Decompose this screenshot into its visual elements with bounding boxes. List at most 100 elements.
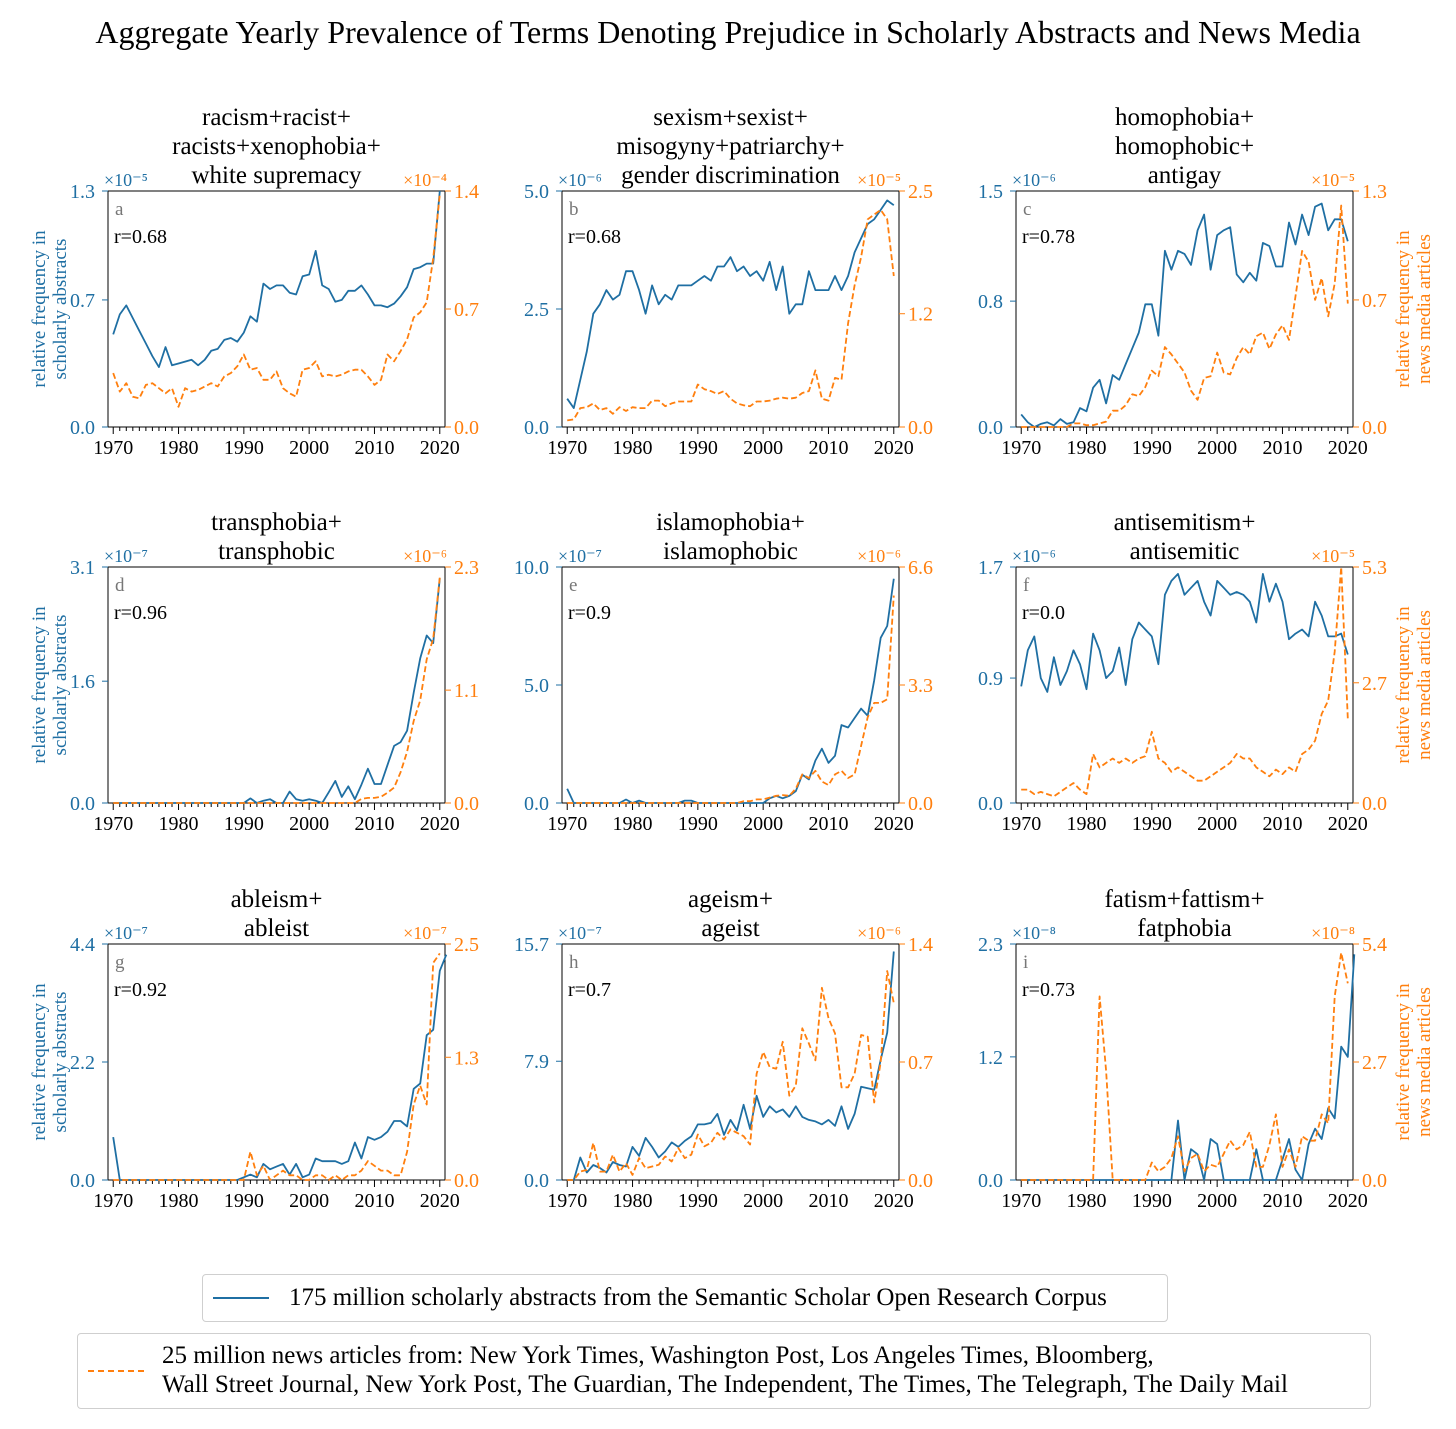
y-right-tick-label: 2.3 [454, 557, 479, 579]
y-left-tick-label: 0.0 [978, 1170, 1003, 1192]
x-tick-label: 1990 [224, 813, 264, 835]
right-exponent-label: ×10⁻⁴ [403, 170, 447, 190]
x-tick-label: 2010 [1262, 437, 1302, 459]
y-right-tick-label: 0.0 [454, 417, 479, 439]
x-tick-label: 1990 [224, 1190, 264, 1212]
panel-e: islamophobia+islamophobic 1970 1980 1990 200… [514, 509, 933, 835]
panel-title-line: antisemitic [1130, 538, 1240, 565]
x-tick-label: 1970 [1001, 437, 1041, 459]
y-right-tick-label: 1.1 [454, 680, 479, 702]
x-tick-label: 1980 [159, 1190, 199, 1212]
right-exponent-label: ×10⁻⁶ [403, 546, 447, 566]
y-right-tick-label: 0.0 [1362, 793, 1387, 815]
x-tick-label: 2000 [743, 1190, 783, 1212]
left-exponent-label: ×10⁻⁷ [104, 923, 148, 943]
panel-title-line: homophobic+ [1115, 133, 1254, 160]
scholarly-series-line [112, 190, 441, 369]
x-tick-label: 1970 [547, 813, 587, 835]
x-tick-label: 1980 [159, 813, 199, 835]
scholarly-series-line [1020, 202, 1349, 428]
panel-title-line: islamophobic [663, 538, 798, 565]
x-tick-label: 1970 [93, 813, 133, 835]
x-tick-label: 2010 [808, 813, 848, 835]
y-left-axis-title-line: scholarly abstracts [50, 615, 71, 756]
y-left-axis-title: relative frequency inscholarly abstracts [29, 983, 71, 1141]
x-tick-label: 1990 [678, 813, 718, 835]
panel-c: homophobia+homophobic+antigay 1970 1980 199… [978, 104, 1435, 459]
y-left-axis-title-line: scholarly abstracts [50, 992, 71, 1133]
news-series-line [567, 595, 895, 804]
y-left-axis-title: relative frequency inscholarly abstracts [29, 230, 71, 388]
x-tick-label: 2020 [874, 437, 914, 459]
legend-news: 25 million news articles from: New York … [77, 1333, 1371, 1409]
legend-news-label-line1: 25 million news articles from: New York … [162, 1342, 1154, 1369]
y-right-tick-label: 0.0 [454, 793, 479, 815]
right-exponent-label: ×10⁻⁸ [1311, 923, 1355, 943]
correlation-label: r=0.68 [114, 226, 167, 248]
x-tick-label: 2000 [1197, 437, 1237, 459]
panel-letter: c [1023, 199, 1031, 220]
x-tick-label: 2020 [1328, 1190, 1368, 1212]
y-left-tick-label: 1.5 [978, 181, 1003, 203]
y-right-tick-label: 0.0 [454, 1170, 479, 1192]
x-tick-label: 1970 [1001, 1190, 1041, 1212]
x-tick-label: 2010 [354, 437, 394, 459]
news-series-line [112, 194, 441, 408]
correlation-label: r=0.0 [1022, 602, 1065, 624]
x-tick-label: 1990 [678, 437, 718, 459]
x-tick-label: 1970 [93, 1190, 133, 1212]
y-right-tick-label: 5.3 [1362, 557, 1387, 579]
panel-title-line: fatphobia [1137, 915, 1231, 942]
left-exponent-label: ×10⁻⁸ [1012, 923, 1056, 943]
panel-a: racism+racist+racists+xenophobia+white s… [29, 104, 479, 459]
correlation-label: r=0.78 [1022, 226, 1075, 248]
scholarly-series-line [566, 199, 895, 410]
legend-scholarly-label: 175 million scholarly abstracts from the… [289, 1284, 1107, 1311]
x-tick-label: 1980 [613, 437, 653, 459]
x-tick-label: 1990 [678, 1190, 718, 1212]
x-tick-label: 2020 [1328, 813, 1368, 835]
x-tick-label: 1980 [1067, 437, 1107, 459]
panel-title-line: gender discrimination [621, 162, 840, 189]
x-tick-label: 2000 [289, 813, 329, 835]
y-left-tick-label: 5.0 [524, 675, 549, 697]
y-right-axis-title-line: relative frequency in [1393, 983, 1414, 1141]
panel-letter: i [1023, 952, 1028, 973]
y-left-axis-title-line: relative frequency in [29, 230, 50, 388]
panel-title-line: white supremacy [191, 162, 362, 189]
y-left-axis-title-line: relative frequency in [29, 983, 50, 1141]
y-right-axis-title-line: relative frequency in [1393, 606, 1414, 764]
left-exponent-label: ×10⁻⁶ [1012, 546, 1056, 566]
x-tick-label: 1980 [613, 1190, 653, 1212]
panel-title-line: racism+racist+ [202, 104, 351, 131]
x-tick-label: 2020 [420, 813, 460, 835]
y-right-tick-label: 2.7 [1362, 673, 1387, 695]
panel-title-line: transphobic [218, 538, 335, 565]
y-right-tick-label: 0.7 [908, 1052, 933, 1074]
y-right-axis-title: relative frequency innews media articles [1393, 230, 1435, 388]
x-tick-label: 2010 [1262, 813, 1302, 835]
panel-d: transphobia+transphobic 1970 1980 1990 2000 2… [29, 509, 479, 835]
y-right-axis-title-line: relative frequency in [1393, 230, 1414, 388]
y-right-tick-label: 1.4 [908, 934, 933, 956]
y-left-tick-label: 1.7 [978, 557, 1003, 579]
y-right-tick-label: 0.0 [1362, 1170, 1387, 1192]
y-left-tick-label: 1.2 [978, 1047, 1003, 1069]
panel-title-line: antigay [1148, 162, 1222, 189]
news-series-line [113, 577, 441, 804]
y-right-tick-label: 2.5 [908, 181, 933, 203]
panel-i: fatism+fattism+fatphobia 1970 1980 1990 2000… [978, 886, 1435, 1212]
x-tick-label: 1970 [93, 437, 133, 459]
y-left-tick-label: 3.1 [70, 557, 95, 579]
news-series-line [1021, 951, 1349, 1181]
correlation-label: r=0.7 [568, 979, 611, 1001]
x-tick-label: 2000 [743, 813, 783, 835]
panel-letter: e [569, 575, 577, 596]
panel-title-line: ableist [244, 915, 309, 942]
x-tick-label: 2000 [289, 437, 329, 459]
x-tick-label: 1970 [547, 437, 587, 459]
legend-news-line [88, 1370, 144, 1372]
